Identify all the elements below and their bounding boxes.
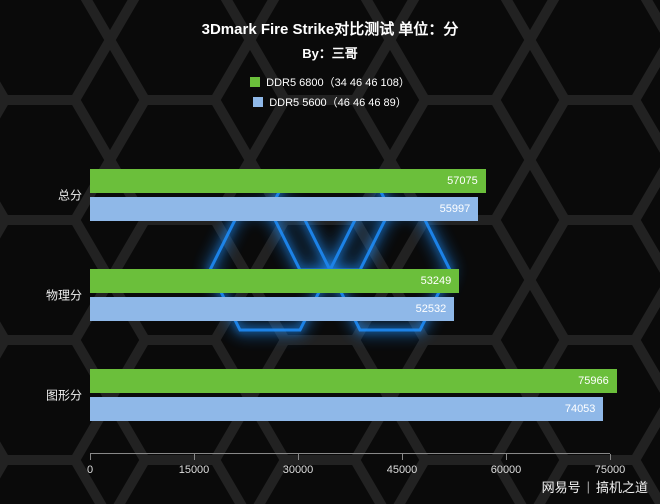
watermark-right: 搞机之道: [596, 477, 648, 496]
y-label: 物理分: [28, 287, 82, 304]
watermark-separator: |: [587, 479, 590, 494]
bar-a: 75966: [90, 369, 617, 393]
legend-item-a: DDR5 6800（34 46 46 108）: [250, 74, 410, 90]
x-tick: [194, 454, 195, 460]
chart-title: 3Dmark Fire Strike对比测试 单位：分: [20, 18, 640, 39]
x-axis: [90, 453, 610, 454]
x-tick: [610, 454, 611, 460]
chart-subtitle: By：三哥: [20, 43, 640, 62]
x-tick: [402, 454, 403, 460]
bar-group: 图形分7596674053: [90, 369, 610, 421]
x-tick-label: 15000: [179, 464, 210, 476]
y-label: 图形分: [28, 387, 82, 404]
bar-a: 57075: [90, 169, 486, 193]
legend: DDR5 6800（34 46 46 108） DDR5 5600（46 46 …: [20, 74, 640, 110]
watermark: 网易号 | 搞机之道: [542, 477, 648, 496]
x-tick: [298, 454, 299, 460]
bar-group: 物理分5324952532: [90, 269, 610, 321]
bar-a: 53249: [90, 269, 459, 293]
swatch-b: [253, 97, 263, 107]
x-tick: [506, 454, 507, 460]
plot-area: 01500030000450006000075000总分5707555997物理…: [90, 124, 610, 454]
legend-label-b: DDR5 5600（46 46 46 89）: [269, 94, 407, 110]
x-tick-label: 75000: [595, 464, 626, 476]
x-tick: [90, 454, 91, 460]
bar-b: 55997: [90, 197, 478, 221]
chart-container: 3Dmark Fire Strike对比测试 单位：分 By：三哥 DDR5 6…: [0, 0, 660, 504]
bar-group: 总分5707555997: [90, 169, 610, 221]
swatch-a: [250, 77, 260, 87]
x-tick-label: 0: [87, 464, 93, 476]
x-tick-label: 30000: [283, 464, 314, 476]
x-tick-label: 60000: [491, 464, 522, 476]
x-tick-label: 45000: [387, 464, 418, 476]
bar-b: 74053: [90, 397, 603, 421]
watermark-left: 网易号: [542, 477, 581, 496]
legend-label-a: DDR5 6800（34 46 46 108）: [266, 74, 410, 90]
bar-b: 52532: [90, 297, 454, 321]
y-label: 总分: [28, 187, 82, 204]
legend-item-b: DDR5 5600（46 46 46 89）: [253, 94, 407, 110]
